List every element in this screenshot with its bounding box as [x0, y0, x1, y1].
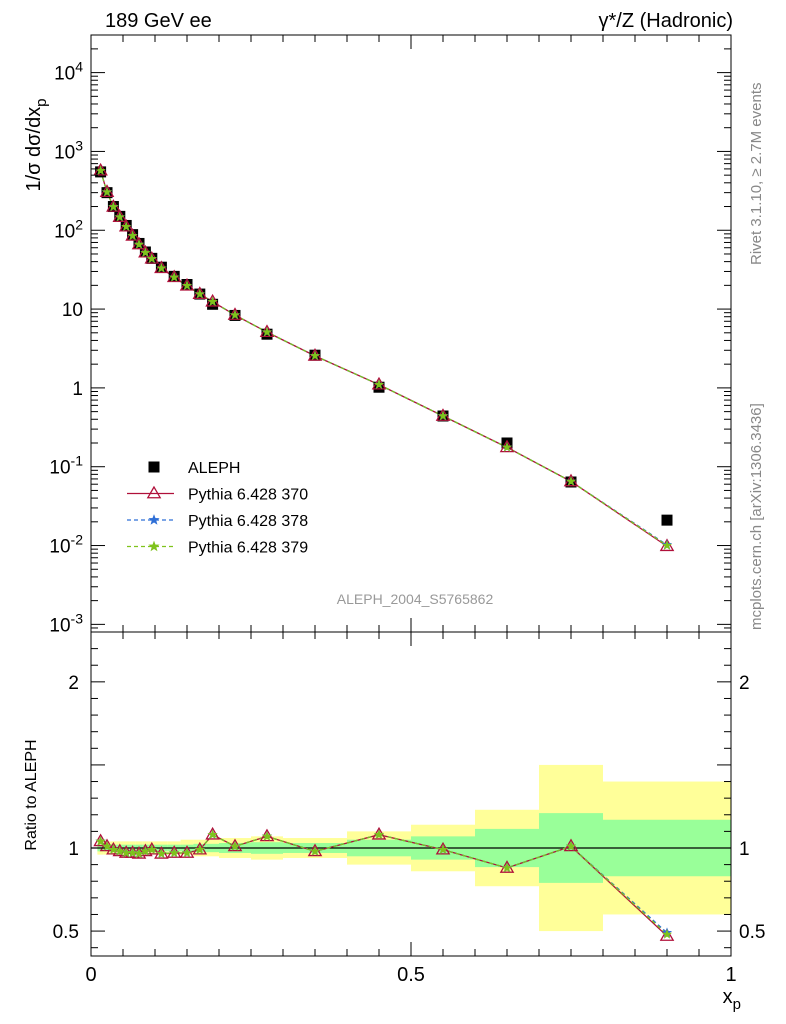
left-title: 189 GeV ee [105, 10, 212, 32]
ratio-point [229, 840, 241, 851]
legend-label: Pythia 6.428 370 [188, 487, 308, 504]
y-tick-label-right: 2 [739, 673, 750, 694]
ratio-point [661, 929, 673, 939]
main-y-axis-label: 1/σ dσ/dxp [23, 98, 50, 191]
right-title: γ*/Z (Hadronic) [599, 10, 733, 32]
main-plot-frame [90, 34, 732, 633]
main-mc-point [207, 296, 218, 307]
ratio-point [108, 844, 119, 854]
y-tick-label: 10-3 [49, 610, 83, 636]
main-mc-point [133, 239, 145, 249]
legend-label: Pythia 6.428 378 [188, 513, 308, 530]
y-tick-label: 1 [72, 379, 83, 400]
y-tick-label: 10 [62, 300, 83, 321]
ratio-point [140, 845, 151, 856]
y-tick-label: 0.5 [53, 922, 79, 943]
y-tick-label-right: 1 [739, 839, 750, 860]
ratio-point [156, 848, 167, 859]
legend-marker-triangle [146, 485, 162, 499]
ratio-point [101, 840, 113, 851]
main-mc-point [661, 540, 673, 550]
ratio-y-axis-label: Ratio to ALEPH [23, 739, 40, 850]
ratio-point [501, 862, 513, 873]
legend-marker-aleph [148, 461, 160, 473]
legend-label: Pythia 6.428 379 [188, 540, 308, 557]
ratio-point [309, 845, 321, 856]
main-mc-point [229, 309, 241, 320]
aleph-data-point [373, 381, 385, 393]
y-tick-label-right: 0.5 [739, 922, 765, 943]
ratio-point [114, 845, 125, 856]
ratio-point [261, 831, 273, 841]
aleph-data-point [207, 298, 219, 310]
y-tick-label: 1 [68, 839, 79, 860]
main-mc-point [261, 326, 273, 337]
ratio-point [565, 840, 577, 851]
analysis-id-watermark: ALEPH_2004_S5765862 [337, 591, 494, 607]
main-mc-point [127, 230, 138, 241]
ratio-point [169, 847, 180, 858]
x-tick-label: 0.5 [397, 964, 425, 986]
main-mc-point [121, 221, 132, 232]
ratio-point [127, 847, 138, 858]
x-tick-label: 0 [85, 964, 96, 986]
main-mc-point [101, 186, 113, 197]
main-mc-point [108, 201, 119, 212]
main-mc-point [501, 442, 513, 452]
legend-label: ALEPH [188, 460, 240, 477]
mcplots-source-label: mcplots.cern.ch [arXiv:1306.3436] [748, 403, 765, 630]
rivet-version-label: Rivet 3.1.10, ≥ 2.7M events [748, 83, 765, 266]
ratio-point [373, 829, 385, 840]
ratio-point [194, 844, 205, 854]
ratio-point [437, 844, 449, 854]
main-mc-point [309, 350, 321, 361]
legend: ALEPH Pythia 6.428 370 Pythia 6.428 378 Pyt… [127, 460, 308, 557]
main-mc-point [373, 379, 385, 389]
ratio-point [207, 829, 218, 840]
ratio-point [181, 847, 193, 858]
x-axis-label: xp [723, 986, 741, 1013]
y-tick-label: 10-1 [49, 453, 83, 479]
y-tick-label: 104 [54, 59, 83, 85]
main-mc-point [169, 271, 180, 282]
main-mc-point [181, 280, 193, 291]
y-tick-label: 103 [54, 137, 83, 163]
ratio-point [133, 848, 145, 859]
ratio-point [146, 844, 157, 854]
main-mc-point [140, 247, 151, 257]
main-mc-point [114, 211, 125, 222]
ratio-point [95, 835, 106, 846]
main-mc-point [437, 410, 449, 421]
ratio-point [659, 928, 675, 941]
y-tick-label: 2 [68, 673, 79, 694]
y-tick-label: 102 [54, 216, 83, 242]
legend-marker-star [148, 514, 160, 525]
main-mc-point [194, 288, 205, 299]
main-mc-point [156, 262, 167, 273]
ratio-series-line [100, 833, 668, 935]
main-mc-point [565, 476, 577, 486]
aleph-data-point [661, 514, 673, 526]
x-tick-label: 1 [725, 964, 736, 986]
main-series-line [99, 170, 668, 547]
legend-marker-star [148, 540, 160, 552]
main-mc-point [146, 253, 157, 264]
y-tick-label: 10-2 [49, 532, 83, 558]
